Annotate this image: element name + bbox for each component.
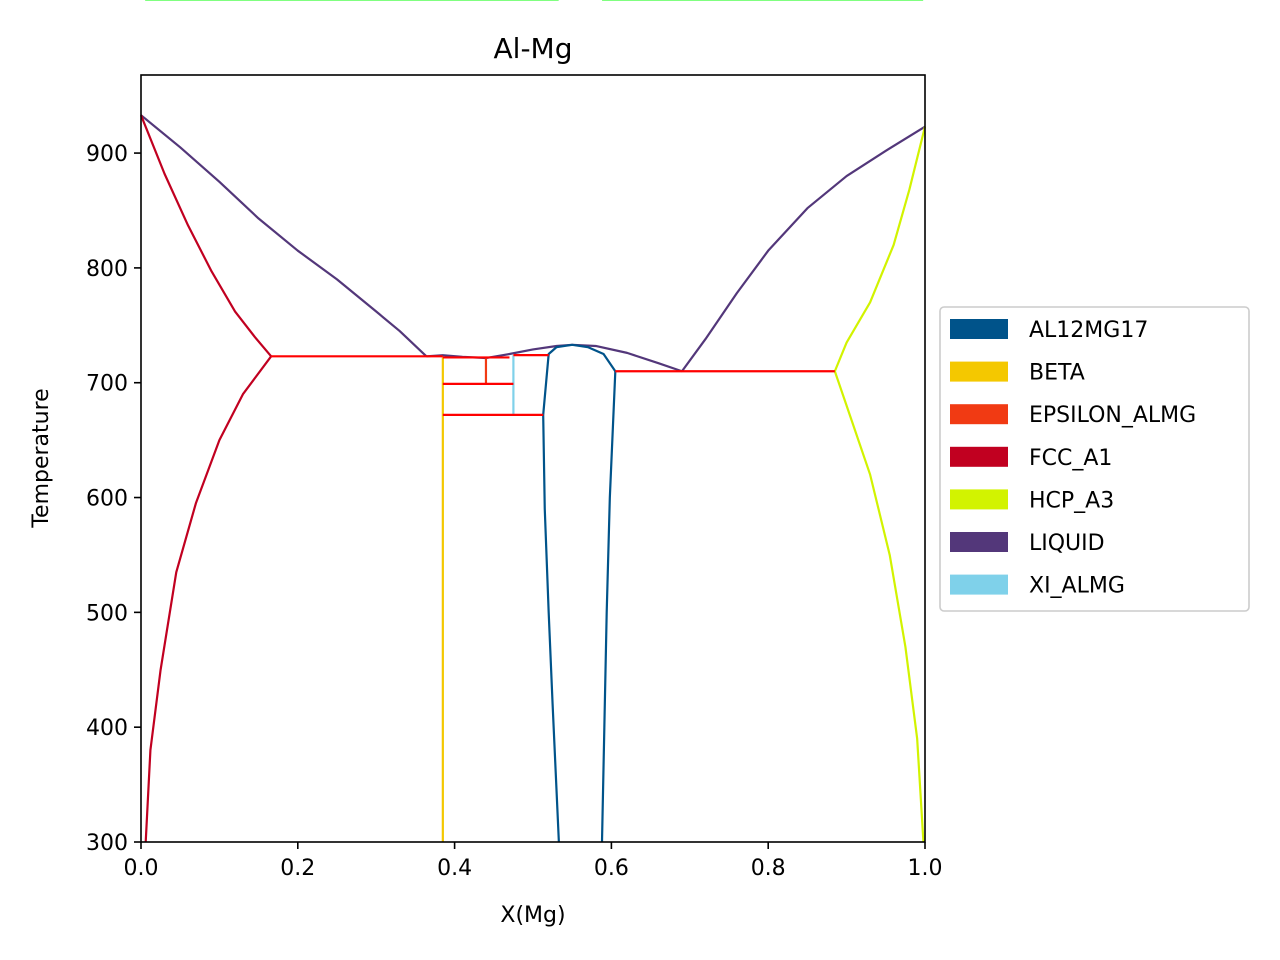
x-tick-label: 0.6 (594, 856, 629, 881)
phase-boundary-al12mg17 (542, 343, 617, 415)
phase-boundary-al12mg17 (542, 414, 560, 843)
legend-label: AL12MG17 (1029, 318, 1148, 343)
legend-frame (939, 306, 1250, 612)
legend-swatch (950, 446, 1008, 467)
phase-boundary-group (139, 114, 927, 843)
legend: AL12MG17 BETA EPSILON_ALMG FCC_A1 HCP_A3 LIQU… (939, 306, 1250, 612)
legend-swatch (950, 319, 1008, 339)
x-tick-label: 0.8 (751, 856, 786, 881)
x-tick-label: 0.4 (437, 856, 472, 881)
phase-boundary-liquid (140, 114, 428, 358)
x-tick-label: 0.0 (124, 856, 159, 881)
invariant-line-group (271, 354, 835, 416)
legend-swatch (950, 574, 1008, 595)
legend-swatch (950, 361, 1008, 382)
legend-label: EPSILON_ALMG (1029, 403, 1196, 428)
phase-boundary-al12mg17 (600, 371, 617, 843)
y-tick-label: 300 (86, 831, 128, 856)
phase-boundary-fcc_a1 (144, 355, 273, 843)
legend-swatch (950, 489, 1008, 510)
phase-boundary-hcp_a3 (833, 370, 925, 843)
legend-swatch (950, 532, 1008, 552)
legend-swatch (950, 404, 1008, 425)
chart-title: Al-Mg (494, 32, 573, 65)
legend-label: LIQUID (1029, 531, 1105, 556)
plot-area-frame (140, 74, 926, 843)
y-axis-label: Temperature (29, 388, 54, 528)
x-axis-label: X(Mg) (500, 903, 565, 928)
legend-label: FCC_A1 (1029, 446, 1112, 471)
x-tick-label: 0.2 (280, 856, 315, 881)
x-tick-label: 1.0 (908, 856, 943, 881)
y-tick-label: 600 (86, 487, 128, 512)
y-axis-ticks: 300 400 500 600 700 800 900 (86, 142, 141, 856)
phase-boundary-hcp_a3 (833, 126, 927, 372)
legend-label: XI_ALMG (1029, 574, 1125, 599)
y-tick-label: 900 (86, 142, 128, 167)
legend-label: BETA (1029, 361, 1085, 386)
phase-boundary-liquid (681, 125, 926, 372)
y-tick-label: 500 (86, 601, 128, 626)
y-tick-label: 700 (86, 372, 128, 397)
phase-boundary-fcc_a1 (139, 114, 272, 358)
x-axis-ticks: 0.0 0.2 0.4 0.6 0.8 1.0 (124, 842, 943, 881)
phase-boundary-liquid (485, 343, 683, 373)
legend-label: HCP_A3 (1029, 488, 1114, 513)
y-tick-label: 800 (86, 257, 128, 282)
y-tick-label: 400 (86, 716, 128, 741)
